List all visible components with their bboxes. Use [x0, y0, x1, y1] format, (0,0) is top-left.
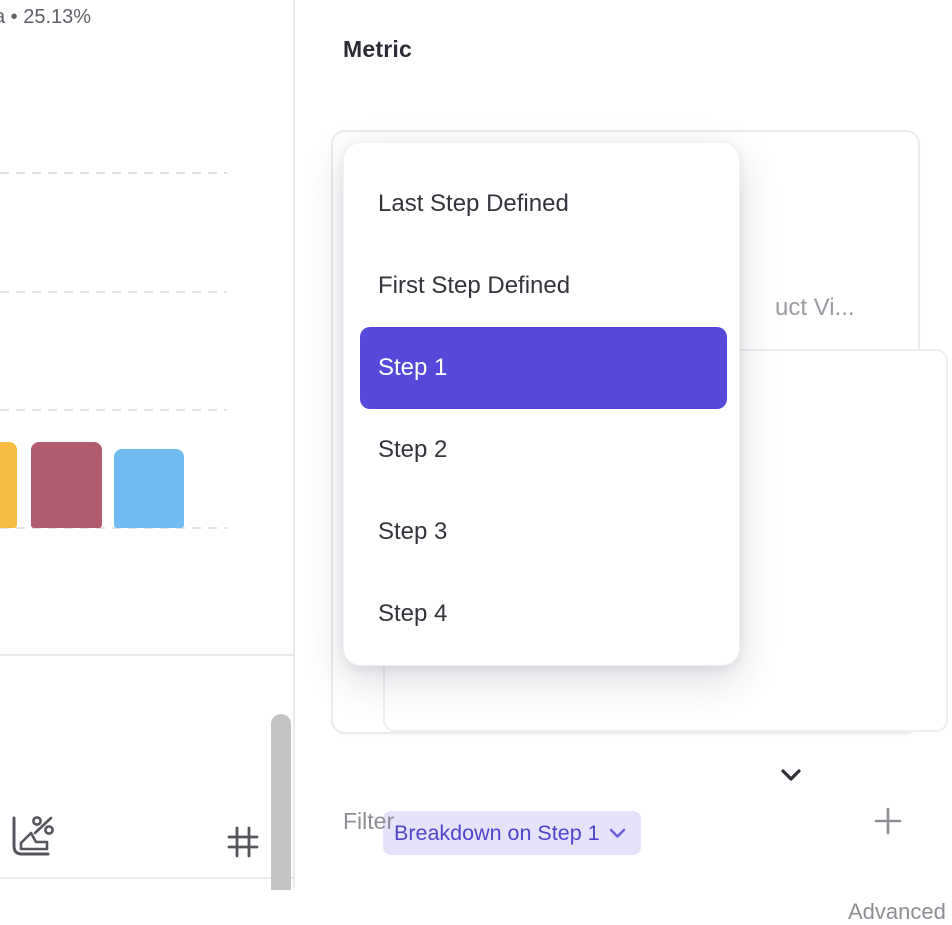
advanced-toggle[interactable]: Advanced	[848, 899, 952, 925]
event-name-truncated[interactable]: uct Vi...	[775, 294, 855, 321]
chart-gridline	[0, 172, 227, 174]
chart-gridline	[0, 409, 227, 411]
metric-section-title: Metric	[343, 36, 412, 62]
dropdown-item-last-step-defined[interactable]: Last Step Defined	[378, 190, 569, 217]
dropdown-item-first-step-defined[interactable]: First Step Defined	[378, 272, 571, 299]
chevron-down-icon	[609, 828, 626, 839]
chart-panel: a • 25.13%	[0, 0, 293, 890]
filter-section: Filter	[343, 806, 903, 836]
vertical-divider	[293, 0, 295, 888]
hash-grid-icon[interactable]	[225, 825, 261, 859]
chart-baseline	[0, 527, 227, 529]
dropdown-item-step-1-selected[interactable]: Step 1	[360, 327, 727, 409]
funnel-bar-orange[interactable]	[0, 442, 17, 528]
advanced-label: Advanced	[848, 899, 946, 924]
add-filter-plus-icon[interactable]	[873, 806, 903, 836]
funnel-percent-chart-icon[interactable]	[8, 810, 54, 862]
funnel-bar-maroon[interactable]	[31, 442, 102, 528]
filter-section-title: Filter	[343, 807, 395, 834]
breakdown-button-label: Breakdown on Step 1	[394, 820, 600, 845]
chart-gridline	[0, 291, 227, 293]
legend-percentage-label: a • 25.13%	[0, 6, 92, 28]
step-select-dropdown: Last Step Defined First Step Defined Ste…	[343, 142, 740, 666]
dropdown-item-step-4[interactable]: Step 4	[378, 600, 448, 627]
chevron-down-icon[interactable]	[780, 768, 802, 782]
funnel-bar-blue[interactable]	[114, 449, 184, 528]
dropdown-item-step-3[interactable]: Step 3	[378, 518, 448, 545]
panel-divider	[0, 877, 293, 879]
panel-divider	[0, 654, 293, 656]
scrollbar-thumb[interactable]	[271, 714, 291, 890]
dropdown-item-step-2[interactable]: Step 2	[378, 436, 448, 463]
breakdown-on-step-button[interactable]: Breakdown on Step 1	[383, 811, 641, 855]
